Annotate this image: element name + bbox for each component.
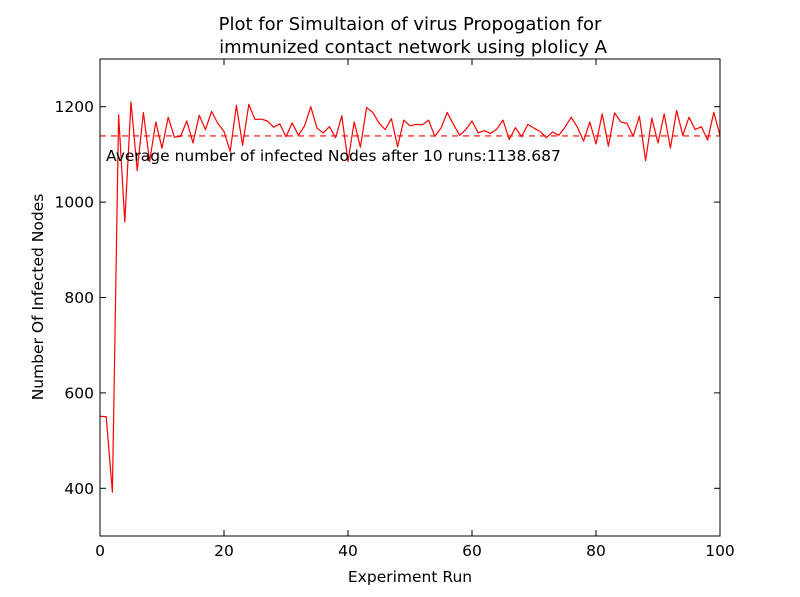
series-layer <box>100 101 720 493</box>
y-axis-label: Number Of Infected Nodes <box>29 194 47 401</box>
y-tick-label: 600 <box>64 384 94 402</box>
x-tick-label: 60 <box>462 542 482 560</box>
x-tick-label: 40 <box>338 542 358 560</box>
infected-nodes-line <box>100 101 720 493</box>
y-tick-label: 1200 <box>55 98 94 116</box>
x-axis-label: Experiment Run <box>348 568 472 586</box>
x-tick-label: 100 <box>705 542 735 560</box>
x-tick-label: 0 <box>95 542 105 560</box>
chart-title-line-2: immunized contact network using plolicy … <box>219 37 608 58</box>
y-tick-label: 1000 <box>55 194 94 212</box>
chart-title-line-1: Plot for Simultaion of virus Propogation… <box>219 14 602 35</box>
x-tick-label: 20 <box>214 542 234 560</box>
annotation: Average number of infected Nodes after 1… <box>106 147 561 165</box>
y-tick-label: 800 <box>64 289 94 307</box>
x-tick-label: 80 <box>586 542 606 560</box>
ticks-layer: 0 20 40 60 80 100 400 600 800 1000 1200 <box>55 59 735 560</box>
y-tick-label: 400 <box>64 480 94 498</box>
